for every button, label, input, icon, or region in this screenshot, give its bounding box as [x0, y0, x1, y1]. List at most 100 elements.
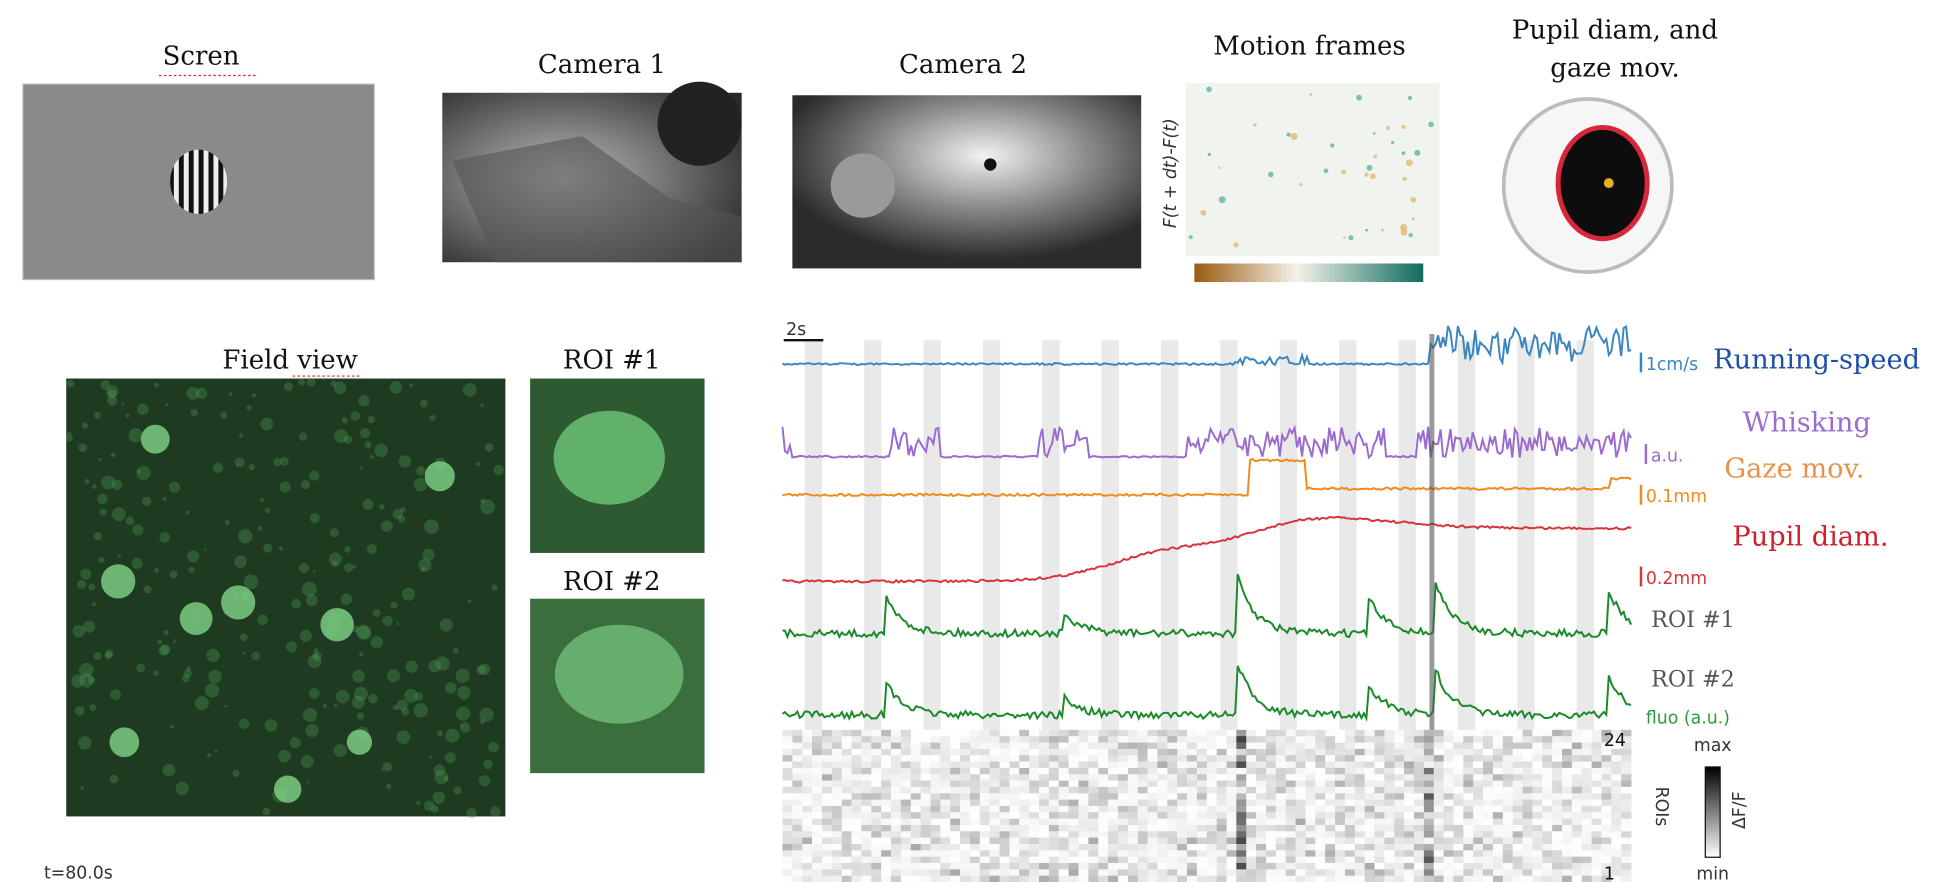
raster-cell: [1196, 805, 1208, 813]
raster-cell: [1413, 837, 1425, 845]
raster-cell: [999, 862, 1010, 870]
raster-cell: [1216, 875, 1227, 882]
raster-cell: [1256, 767, 1267, 775]
raster-cell: [1354, 774, 1366, 781]
raster-cell: [1117, 818, 1129, 826]
raster-cell: [1335, 774, 1346, 781]
raster-cell: [1384, 844, 1395, 851]
raster-cell: [841, 736, 852, 743]
raster-cell: [1483, 875, 1494, 882]
raster-cell: [1246, 805, 1257, 813]
raster-cell: [1167, 774, 1178, 781]
raster-cell: [1275, 875, 1287, 882]
raster-cell: [871, 761, 882, 769]
raster-cell: [1236, 875, 1247, 882]
raster-cell: [910, 844, 922, 851]
texture: [430, 804, 439, 813]
raster-cell: [1384, 824, 1395, 832]
trace-label: ROI #1: [1651, 607, 1735, 633]
raster-cell: [1236, 818, 1247, 826]
texture: [328, 552, 342, 566]
raster-cell: [802, 812, 813, 819]
raster-cell: [1394, 780, 1405, 788]
raster-cell: [1285, 837, 1296, 845]
raster-cell: [1029, 729, 1040, 737]
texture: [242, 651, 246, 655]
raster-cell: [900, 774, 912, 781]
texture: [435, 656, 450, 671]
raster-cell: [1117, 774, 1129, 781]
raster-cell: [1591, 755, 1602, 762]
raster-cell: [1542, 844, 1553, 851]
texture: [350, 411, 360, 421]
raster-cell: [1196, 736, 1208, 743]
raster-cell: [989, 818, 1000, 826]
texture: [397, 515, 406, 523]
raster-cell: [960, 755, 971, 762]
raster-cell: [900, 837, 912, 845]
raster-cell: [1571, 767, 1583, 775]
raster-cell: [1473, 844, 1484, 851]
texture: [312, 651, 322, 662]
raster-cell: [1196, 818, 1208, 826]
raster-cell: [1522, 755, 1533, 762]
raster-cell: [940, 862, 951, 870]
raster-cell: [970, 824, 981, 832]
raster-cell: [1305, 736, 1316, 743]
raster-cell: [1285, 844, 1296, 851]
raster-cell: [1532, 736, 1543, 743]
raster-cell: [910, 850, 922, 858]
raster-cell: [1581, 818, 1592, 826]
raster-cell: [1019, 818, 1030, 826]
texture: [314, 653, 319, 658]
raster-cell: [1433, 761, 1445, 769]
texture: [424, 519, 439, 535]
raster-cell: [841, 812, 852, 819]
raster-cell: [1266, 736, 1277, 743]
raster-cell: [1502, 742, 1514, 750]
raster-cell: [861, 818, 872, 826]
raster-cell: [1492, 805, 1504, 813]
raster-cell: [1335, 818, 1346, 826]
raster-cell: [1532, 780, 1543, 788]
raster-cell: [1226, 748, 1237, 756]
raster-cell: [1127, 837, 1139, 845]
raster-cell: [1058, 748, 1069, 756]
raster-cell: [812, 844, 823, 851]
speck: [1366, 164, 1373, 171]
raster-cell: [1581, 837, 1592, 845]
raster-cell: [812, 729, 823, 737]
raster-cell: [1098, 793, 1109, 800]
raster-cell: [920, 805, 931, 813]
raster-cell: [851, 774, 862, 781]
raster-cell: [812, 850, 823, 858]
raster-cell: [881, 736, 892, 743]
raster-cell: [1295, 837, 1306, 845]
raster-cell: [1078, 774, 1089, 781]
raster-cell: [881, 837, 892, 845]
raster-cell: [1058, 780, 1069, 788]
raster-cell: [1621, 774, 1632, 781]
raster-cell: [802, 869, 813, 877]
raster-cell: [1108, 786, 1119, 794]
raster-cell: [1621, 869, 1632, 877]
raster-cell: [1384, 761, 1395, 769]
texture: [278, 749, 291, 763]
texture: [443, 776, 449, 782]
raster-cell: [1364, 856, 1375, 864]
raster-cell: [1621, 818, 1632, 826]
raster-cell: [1384, 767, 1395, 775]
raster-cell: [1591, 862, 1602, 870]
raster-cell: [1117, 748, 1129, 756]
raster-cell: [910, 812, 922, 819]
raster-cell: [950, 856, 961, 864]
texture: [335, 689, 350, 704]
raster-cell: [1512, 774, 1523, 781]
raster-cell: [1186, 850, 1198, 858]
texture: [343, 435, 353, 444]
raster-cell: [1068, 793, 1079, 800]
raster-cell: [1226, 786, 1237, 794]
raster-cell: [1374, 761, 1385, 769]
raster-cell: [1364, 786, 1375, 794]
raster-cell: [1196, 875, 1208, 882]
